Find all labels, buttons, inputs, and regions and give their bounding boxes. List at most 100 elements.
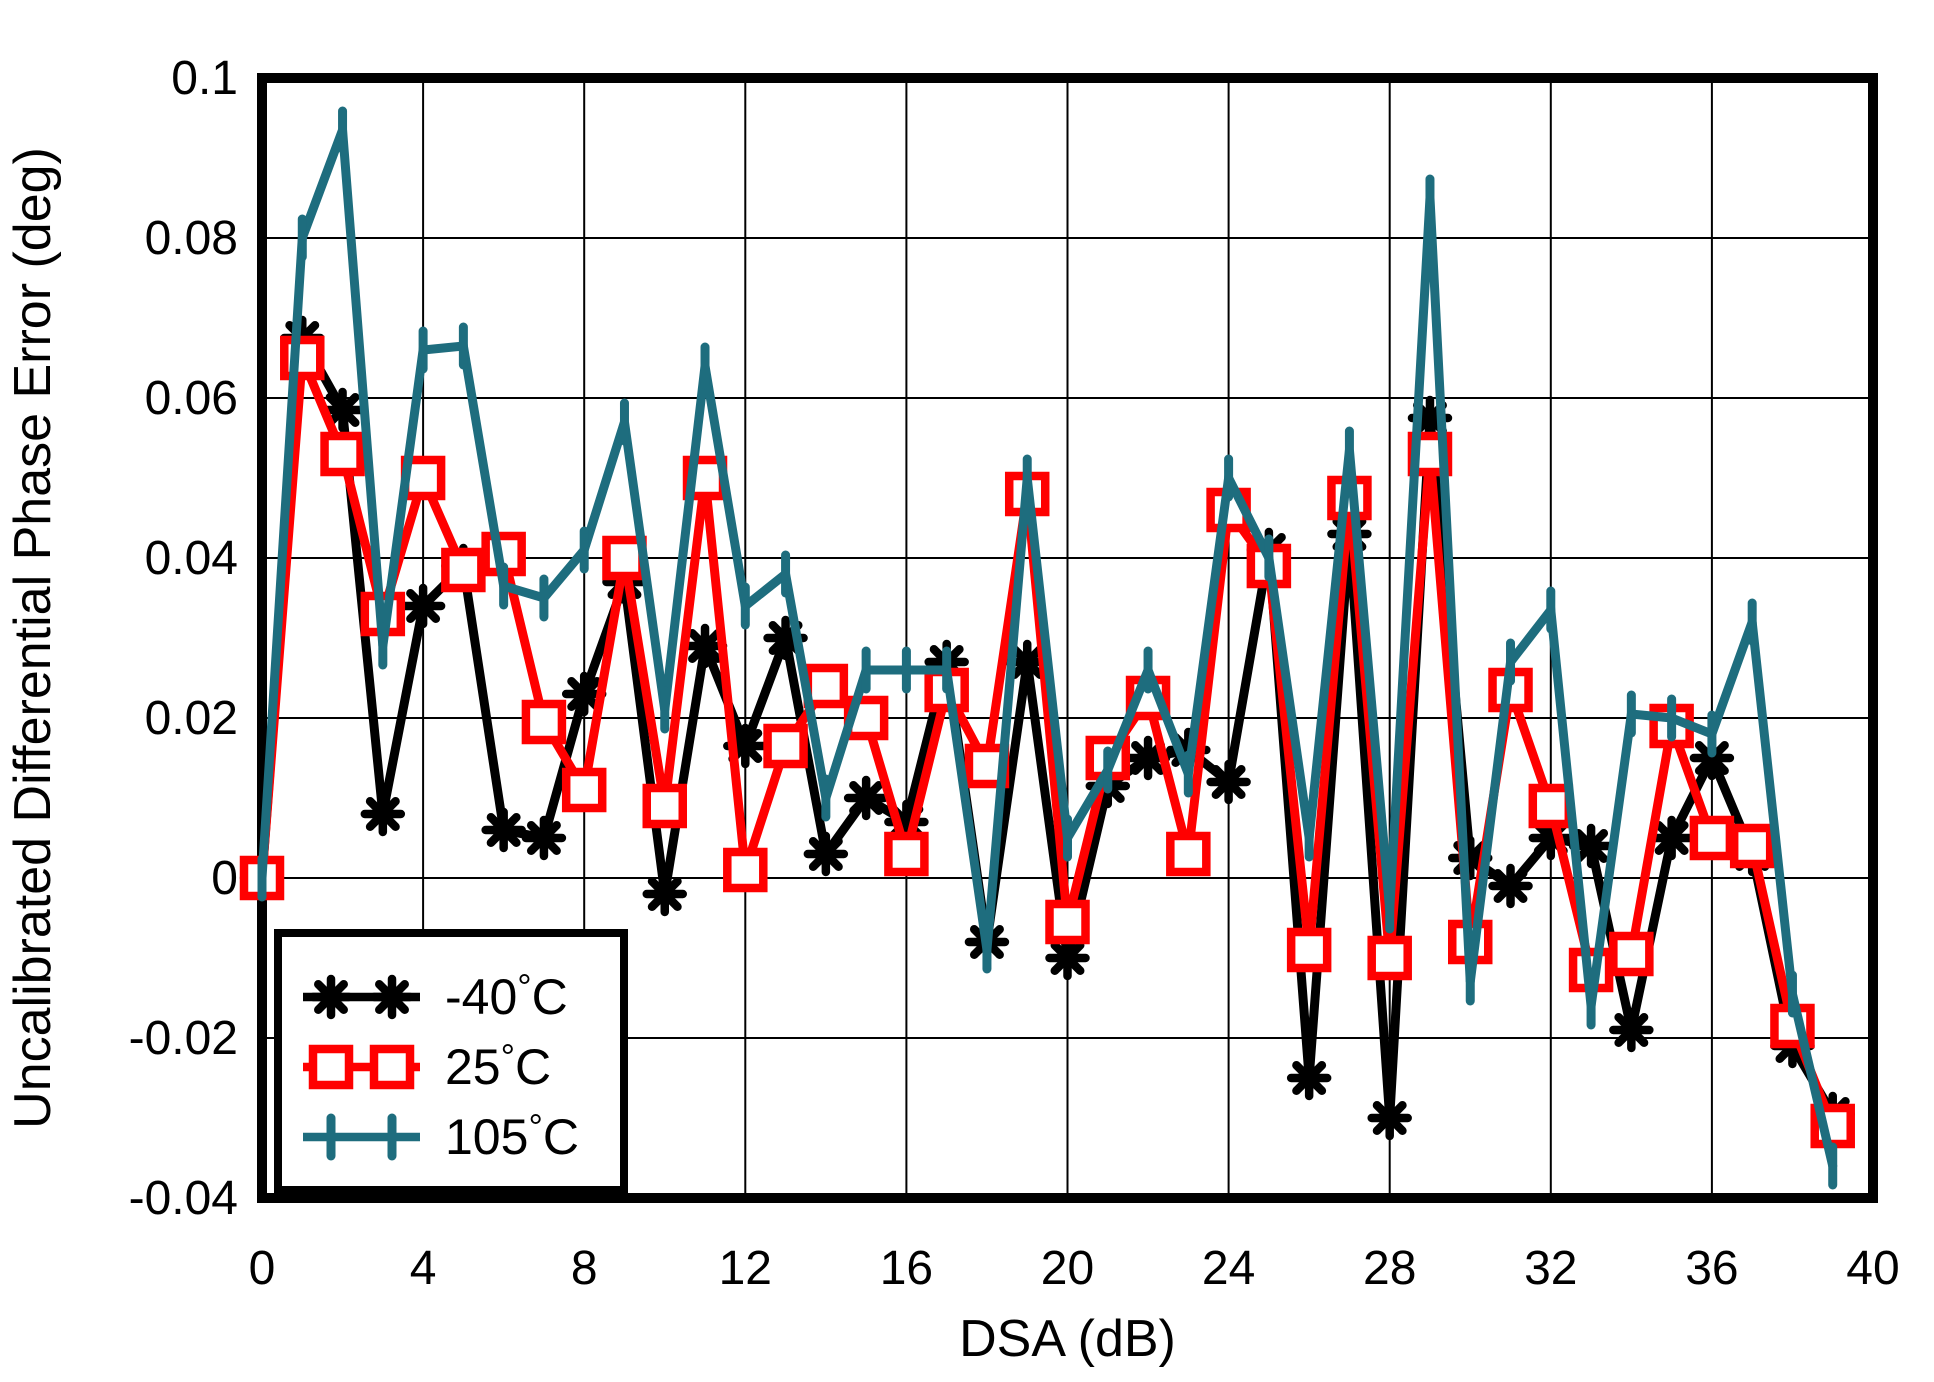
square-marker	[1528, 783, 1574, 829]
asterisk-spoke	[1372, 1101, 1407, 1135]
y-tick-label: -0.04	[129, 1172, 238, 1225]
series-line-105c	[257, 128, 1838, 1171]
square-marker	[561, 767, 607, 813]
asterisk-spoke	[1493, 869, 1528, 903]
legend-label: -40°C	[445, 966, 568, 1025]
asterisk-spoke	[486, 813, 521, 847]
square-marker	[1689, 815, 1735, 861]
x-tick-label: 8	[571, 1242, 598, 1295]
x-tick-label: 0	[249, 1242, 276, 1295]
y-tick-label: 0.08	[145, 212, 238, 265]
square-marker	[884, 831, 929, 877]
series-markers-105c	[257, 106, 1838, 1190]
asterisk-spoke	[1654, 821, 1689, 855]
x-tick-label: 40	[1846, 1242, 1899, 1295]
x-tick-label: 12	[719, 1242, 772, 1295]
asterisk-spoke	[849, 781, 884, 815]
square-marker	[723, 847, 768, 893]
asterisk-spoke	[567, 677, 602, 711]
y-tick-label: 0.02	[145, 692, 238, 745]
asterisk-marker	[561, 671, 607, 717]
asterisk-marker	[1045, 935, 1090, 981]
x-axis-ticks: 0 4 8 12 16 20 24 28 32 36 40	[249, 1242, 1900, 1295]
asterisk-marker	[682, 623, 728, 669]
square-marker	[521, 699, 567, 745]
asterisk-marker	[843, 775, 889, 821]
asterisk-spoke	[1614, 1013, 1649, 1047]
asterisk-marker	[320, 387, 365, 433]
asterisk-marker	[1488, 863, 1533, 909]
legend-entry-25c: 25°C	[303, 1036, 551, 1095]
square-marker	[1729, 823, 1775, 869]
legend-entry-105c: 105°C	[303, 1106, 579, 1165]
asterisk-spoke	[647, 877, 682, 911]
square-marker	[642, 783, 687, 829]
x-tick-label: 36	[1685, 1242, 1738, 1295]
square-marker	[1367, 935, 1412, 981]
y-tick-label: 0.06	[145, 372, 238, 425]
asterisk-spoke	[808, 837, 843, 871]
asterisk-spoke	[406, 589, 441, 623]
square-marker	[369, 1044, 415, 1090]
series-line-25c	[257, 356, 1838, 1131]
asterisk-marker	[1286, 1055, 1332, 1101]
y-tick-label: 0.1	[171, 52, 238, 105]
plot-border	[257, 73, 1878, 1203]
x-axis-title: DSA (dB)	[959, 1310, 1176, 1368]
square-marker	[763, 723, 808, 769]
asterisk-marker	[400, 583, 446, 629]
asterisk-spoke	[365, 797, 400, 831]
asterisk-marker	[1649, 815, 1694, 861]
legend: -40°C 25°C 105°C	[274, 929, 628, 1194]
square-marker	[441, 547, 486, 593]
x-tick-label: 28	[1363, 1242, 1416, 1295]
asterisk-marker	[1609, 1007, 1654, 1053]
asterisk-marker	[308, 974, 354, 1020]
asterisk-spoke	[1010, 645, 1045, 679]
asterisk-spoke	[325, 393, 360, 427]
square-marker	[602, 535, 647, 581]
asterisk-spoke	[314, 980, 348, 1014]
y-tick-label: 0.04	[145, 532, 238, 585]
asterisk-spoke	[1694, 741, 1729, 775]
series-105c	[257, 106, 1838, 1190]
asterisk-marker	[1206, 759, 1251, 805]
x-tick-label: 20	[1041, 1242, 1094, 1295]
asterisk-spoke	[1131, 741, 1166, 775]
asterisk-marker	[360, 791, 406, 837]
asterisk-spoke	[526, 821, 561, 855]
legend-label: 25°C	[445, 1036, 551, 1095]
y-axis-ticks: 0.1 0.08 0.06 0.04 0.02 0 -0.02 -0.04	[129, 52, 238, 1225]
asterisk-marker	[803, 831, 849, 877]
asterisk-spoke	[688, 629, 723, 663]
asterisk-spoke	[1292, 1061, 1327, 1095]
x-tick-label: 4	[410, 1242, 437, 1295]
asterisk-marker	[642, 871, 687, 917]
y-tick-label: 0	[211, 852, 238, 905]
asterisk-marker	[481, 807, 526, 853]
y-tick-label: -0.02	[129, 1012, 238, 1065]
square-marker	[1045, 899, 1090, 945]
x-tick-label: 32	[1524, 1242, 1577, 1295]
asterisk-spoke	[375, 980, 409, 1014]
asterisk-marker	[1367, 1095, 1412, 1141]
x-tick-label: 16	[880, 1242, 933, 1295]
x-tick-label: 24	[1202, 1242, 1255, 1295]
asterisk-marker	[521, 815, 567, 861]
square-marker	[320, 431, 365, 477]
asterisk-marker	[369, 974, 415, 1020]
square-marker	[803, 663, 849, 709]
legend-entry-40c: -40°C	[303, 966, 568, 1025]
asterisk-spoke	[1050, 941, 1085, 975]
y-axis-title: Uncalibrated Differential Phase Error (d…	[4, 147, 62, 1129]
legend-label: 105°C	[445, 1106, 579, 1165]
square-marker	[1286, 927, 1332, 973]
square-marker	[1609, 931, 1654, 977]
square-marker	[1166, 831, 1211, 877]
asterisk-spoke	[1574, 829, 1609, 863]
asterisk-marker	[1689, 735, 1735, 781]
asterisk-spoke	[1211, 765, 1246, 799]
square-marker	[308, 1044, 354, 1090]
